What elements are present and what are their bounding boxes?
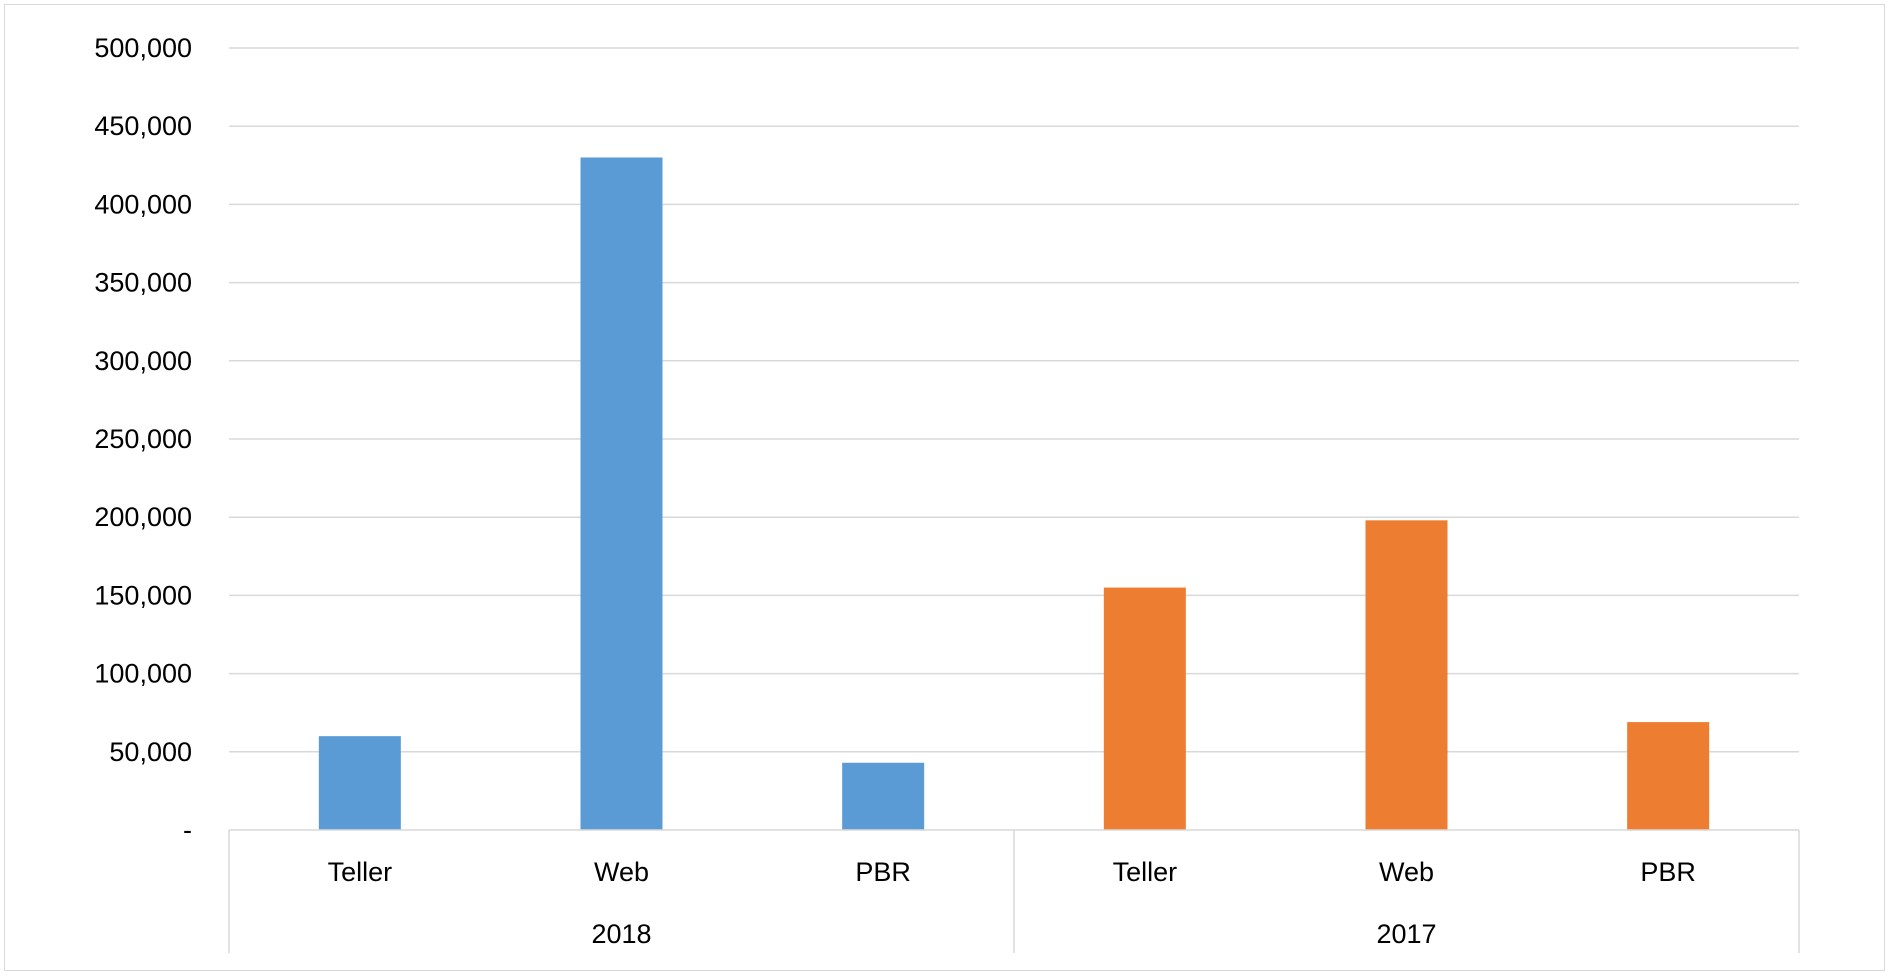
- x-category-label: Web: [594, 857, 649, 887]
- y-tick-label: 400,000: [94, 189, 192, 219]
- y-tick-label: 350,000: [94, 268, 192, 298]
- y-tick-label: 150,000: [94, 580, 192, 610]
- y-tick-label: 300,000: [94, 346, 192, 376]
- bar-2017-web: [1365, 520, 1448, 830]
- x-category-label: Teller: [328, 857, 393, 887]
- bar-2018-pbr: [842, 762, 925, 830]
- gridlines: [229, 47, 1799, 753]
- y-tick-label: 200,000: [94, 502, 192, 532]
- bar-2018-teller: [318, 736, 401, 830]
- y-tick-label: 500,000: [94, 33, 192, 63]
- x-group-label: 2017: [1376, 919, 1436, 949]
- x-axis: Teller Web PBR Teller Web PBR 2018 2017: [228, 829, 1800, 953]
- x-category-label: PBR: [1640, 857, 1696, 887]
- y-tick-label: 450,000: [94, 111, 192, 141]
- x-category-label: Web: [1379, 857, 1434, 887]
- x-category-label: Teller: [1113, 857, 1178, 887]
- bar-2017-teller: [1103, 587, 1186, 830]
- y-axis: - 50,000 100,000 150,000 200,000 250,000 300,0…: [94, 33, 192, 845]
- y-tick-label: -: [183, 815, 192, 845]
- x-group-label: 2018: [591, 919, 651, 949]
- x-category-label: PBR: [855, 857, 911, 887]
- bar-2018-web: [580, 157, 663, 831]
- bar-2017-pbr: [1627, 722, 1710, 830]
- y-tick-label: 50,000: [109, 737, 192, 767]
- chart-frame: [4, 4, 1885, 971]
- y-tick-label: 250,000: [94, 424, 192, 454]
- y-tick-label: 100,000: [94, 659, 192, 689]
- bars: [318, 157, 1710, 831]
